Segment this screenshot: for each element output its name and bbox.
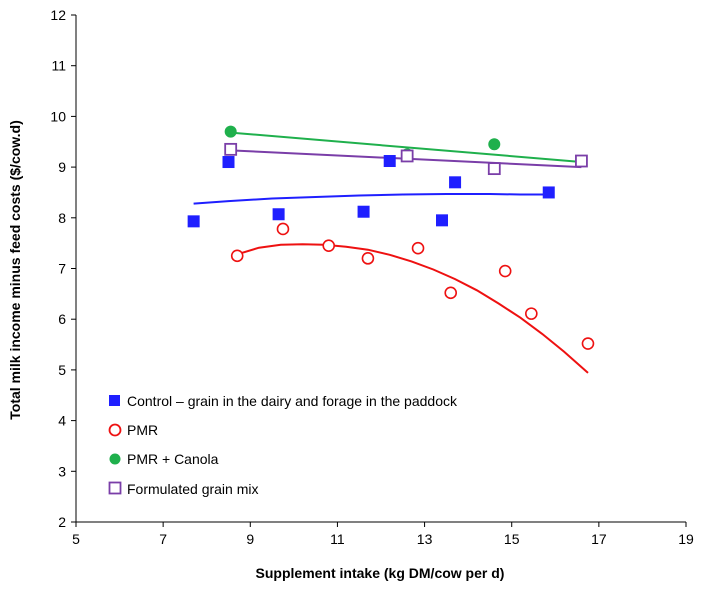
- y-tick-label: 5: [58, 362, 66, 378]
- legend-marker-pmr: [108, 423, 122, 437]
- x-tick-label: 9: [246, 531, 254, 547]
- legend: Control – grain in the dairy and forage …: [108, 393, 458, 497]
- data-point-series-3: [487, 162, 501, 176]
- x-tick-label: 17: [591, 531, 607, 547]
- data-point-series-3: [400, 149, 414, 163]
- data-point-series-1: [444, 286, 458, 300]
- data-point-series-0: [542, 186, 555, 199]
- trendline-series-1: [236, 243, 589, 374]
- legend-item-formulated-grain-mix: Formulated grain mix: [108, 481, 259, 497]
- data-point-series-0: [222, 156, 235, 169]
- data-point-series-0: [187, 215, 200, 228]
- trendline-series-0: [193, 193, 549, 205]
- data-point-series-3: [575, 154, 588, 168]
- data-point-series-3: [224, 142, 238, 156]
- y-tick-label: 7: [58, 261, 66, 277]
- x-tick-label: 11: [330, 531, 345, 547]
- legend-item-pmr-canola: PMR + Canola: [109, 451, 219, 467]
- y-tick-label: 11: [51, 58, 66, 74]
- x-axis-title: Supplement intake (kg DM/cow per d): [256, 565, 505, 581]
- x-tick-label: 5: [72, 531, 80, 547]
- x-tick-label: 13: [417, 531, 433, 547]
- y-axis-title: Total milk income minus feed costs ($/co…: [7, 120, 23, 420]
- legend-marker-formulated-grain-mix: [108, 481, 122, 495]
- legend-label-pmr-canola: PMR + Canola: [127, 451, 219, 467]
- plot-area: 2 3 4 5 6 7 8 9 10 11 12 5 7 9 11 13 15 17 19: [50, 7, 694, 547]
- x-tick-label: 7: [159, 531, 167, 547]
- legend-label-pmr: PMR: [127, 422, 158, 438]
- data-point-series-0: [383, 155, 396, 168]
- y-tick-label: 9: [58, 159, 66, 175]
- data-point-series-0: [436, 214, 448, 227]
- legend-label-formulated-grain-mix: Formulated grain mix: [127, 481, 259, 497]
- data-point-series-1: [322, 239, 336, 252]
- y-tick-label: 4: [58, 413, 66, 429]
- y-tick-label: 2: [58, 514, 66, 530]
- trendline-series-2: [230, 131, 582, 163]
- legend-item-pmr: PMR: [108, 422, 158, 438]
- y-tick-label: 8: [58, 210, 66, 226]
- y-tick-label: 10: [50, 108, 66, 124]
- data-point-series-1: [230, 249, 244, 263]
- data-point-series-0: [357, 205, 370, 218]
- x-tick-label: 15: [504, 531, 520, 547]
- data-point-series-2: [488, 138, 501, 151]
- data-point-series-1: [498, 264, 512, 278]
- legend-label-control: Control – grain in the dairy and forage …: [127, 393, 458, 409]
- y-tick-label: 12: [50, 7, 66, 23]
- data-point-series-1: [361, 252, 375, 265]
- y-tick-label: 6: [58, 311, 66, 327]
- data-point-series-2: [224, 125, 237, 138]
- y-tick-label: 3: [58, 463, 66, 479]
- legend-item-control: Control – grain in the dairy and forage …: [109, 393, 458, 409]
- data-point-series-1: [276, 222, 290, 236]
- legend-marker-pmr-canola: [109, 453, 121, 465]
- data-point-series-0: [272, 208, 285, 221]
- data-point-series-1: [525, 307, 538, 320]
- legend-marker-control: [109, 395, 120, 406]
- x-tick-label: 19: [678, 531, 694, 547]
- data-point-series-0: [449, 176, 462, 189]
- data-point-series-1: [411, 241, 425, 255]
- data-point-series-1: [581, 337, 595, 350]
